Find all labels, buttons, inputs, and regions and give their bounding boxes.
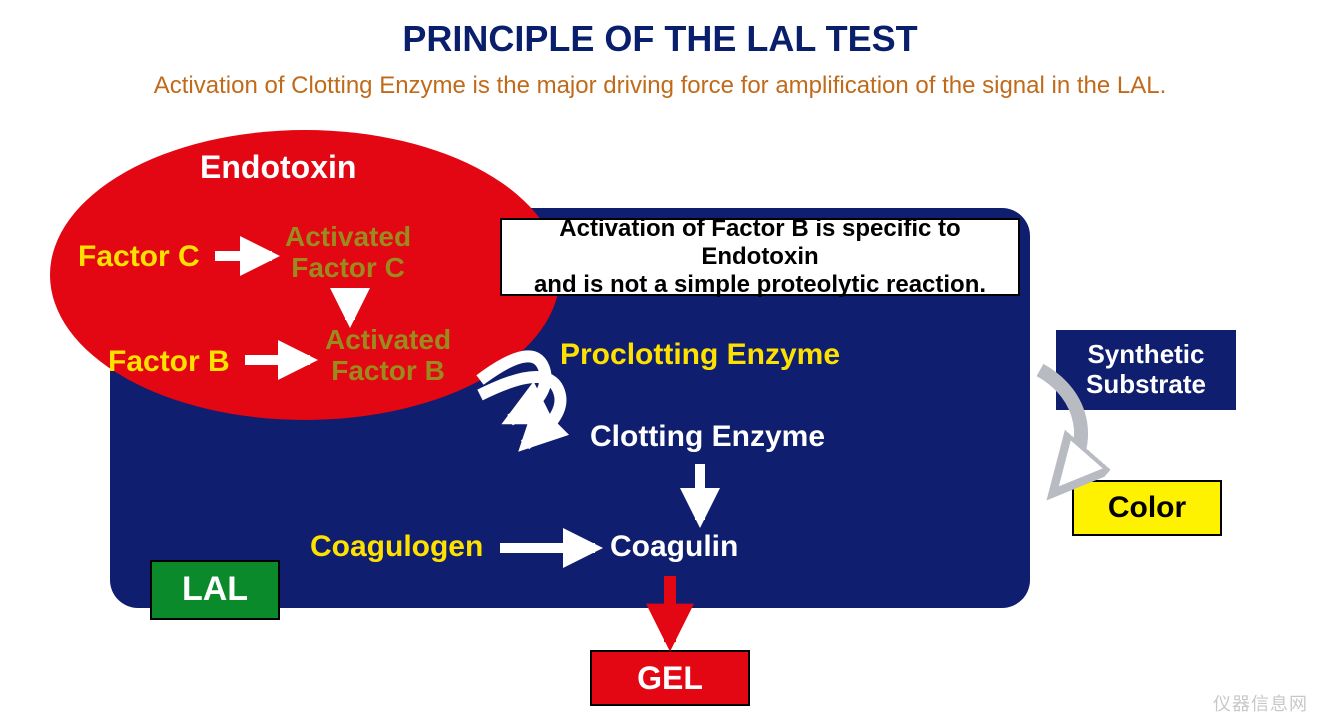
watermark: 仪器信息网 — [1213, 690, 1308, 716]
arrows-layer — [0, 0, 1320, 724]
diagram-stage: PRINCIPLE OF THE LAL TEST Activation of … — [0, 0, 1320, 724]
